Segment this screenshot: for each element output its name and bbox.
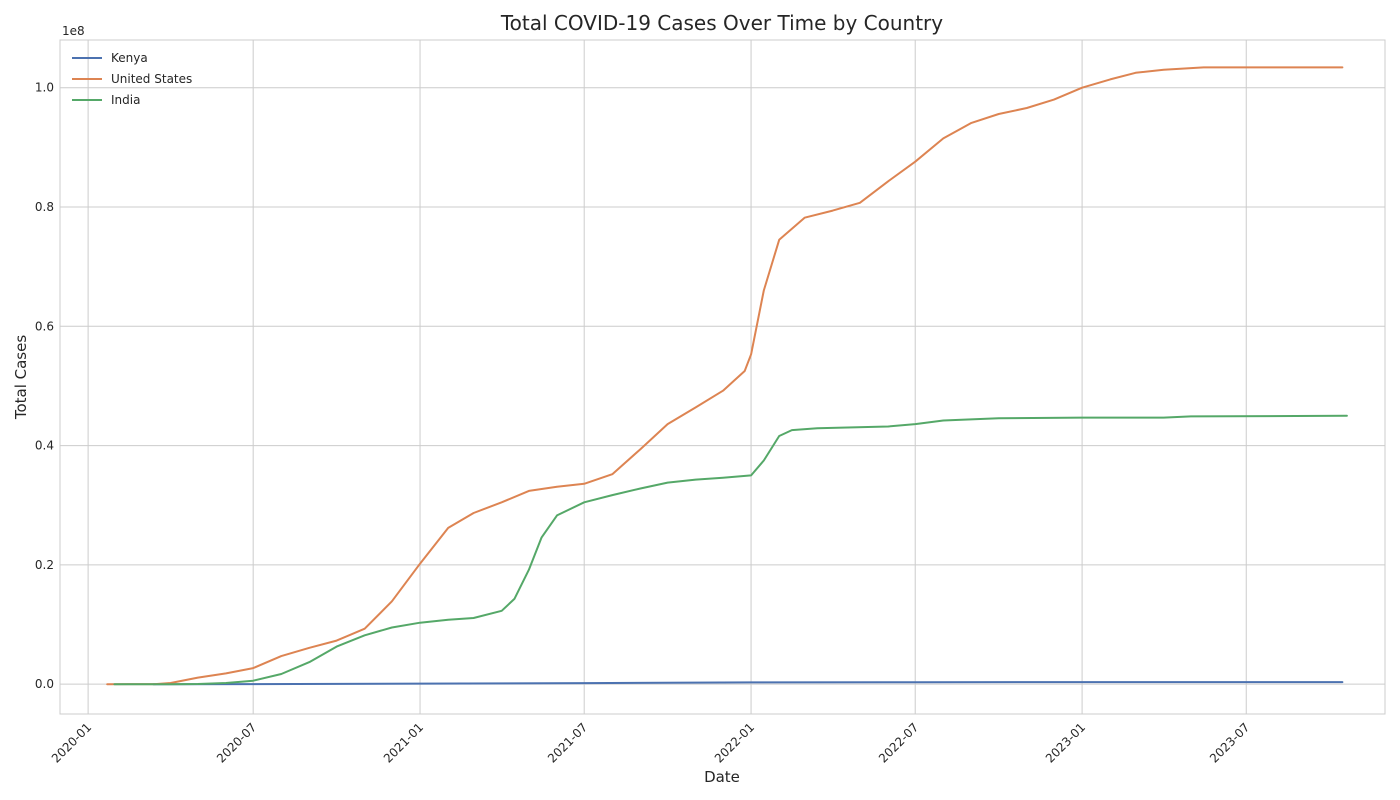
y-axis-ticks: 0.0 0.2 0.4 0.6 0.8 1.0: [35, 81, 54, 691]
legend-label: India: [111, 93, 140, 107]
y-tick-label: 1.0: [35, 81, 54, 95]
y-tick-label: 0.0: [35, 677, 54, 691]
x-tick-label: 2023-07: [1207, 720, 1252, 765]
legend: Kenya United States India: [72, 51, 192, 107]
series-line-india: [113, 414, 1348, 686]
legend-label: United States: [111, 72, 192, 86]
chart-title: Total COVID-19 Cases Over Time by Countr…: [500, 11, 943, 35]
x-tick-label: 2020-07: [214, 720, 259, 765]
grid: [60, 40, 1385, 714]
x-tick-label: 2021-07: [545, 720, 590, 765]
x-tick-label: 2022-07: [876, 720, 921, 765]
plot-frame: [59, 39, 1386, 715]
y-tick-label: 0.6: [35, 319, 54, 333]
y-tick-label: 0.4: [35, 439, 54, 453]
series-line-united-states: [106, 66, 1344, 686]
y-axis-offset-label: 1e8: [62, 24, 85, 38]
y-axis-label: Total Cases: [12, 335, 30, 421]
x-tick-label: 2021-01: [381, 720, 426, 765]
x-tick-label: 2023-01: [1043, 720, 1088, 765]
y-tick-label: 0.8: [35, 200, 54, 214]
x-axis-label: Date: [704, 768, 740, 786]
series-line-kenya: [152, 681, 1344, 686]
x-tick-label: 2022-01: [712, 720, 757, 765]
x-axis-ticks: 2020-01 2020-07 2021-01 2021-07 2022-01 2022-…: [49, 720, 1252, 765]
y-tick-label: 0.2: [35, 558, 54, 572]
x-tick-label: 2020-01: [49, 720, 94, 765]
legend-label: Kenya: [111, 51, 148, 65]
series-lines: [106, 66, 1348, 686]
